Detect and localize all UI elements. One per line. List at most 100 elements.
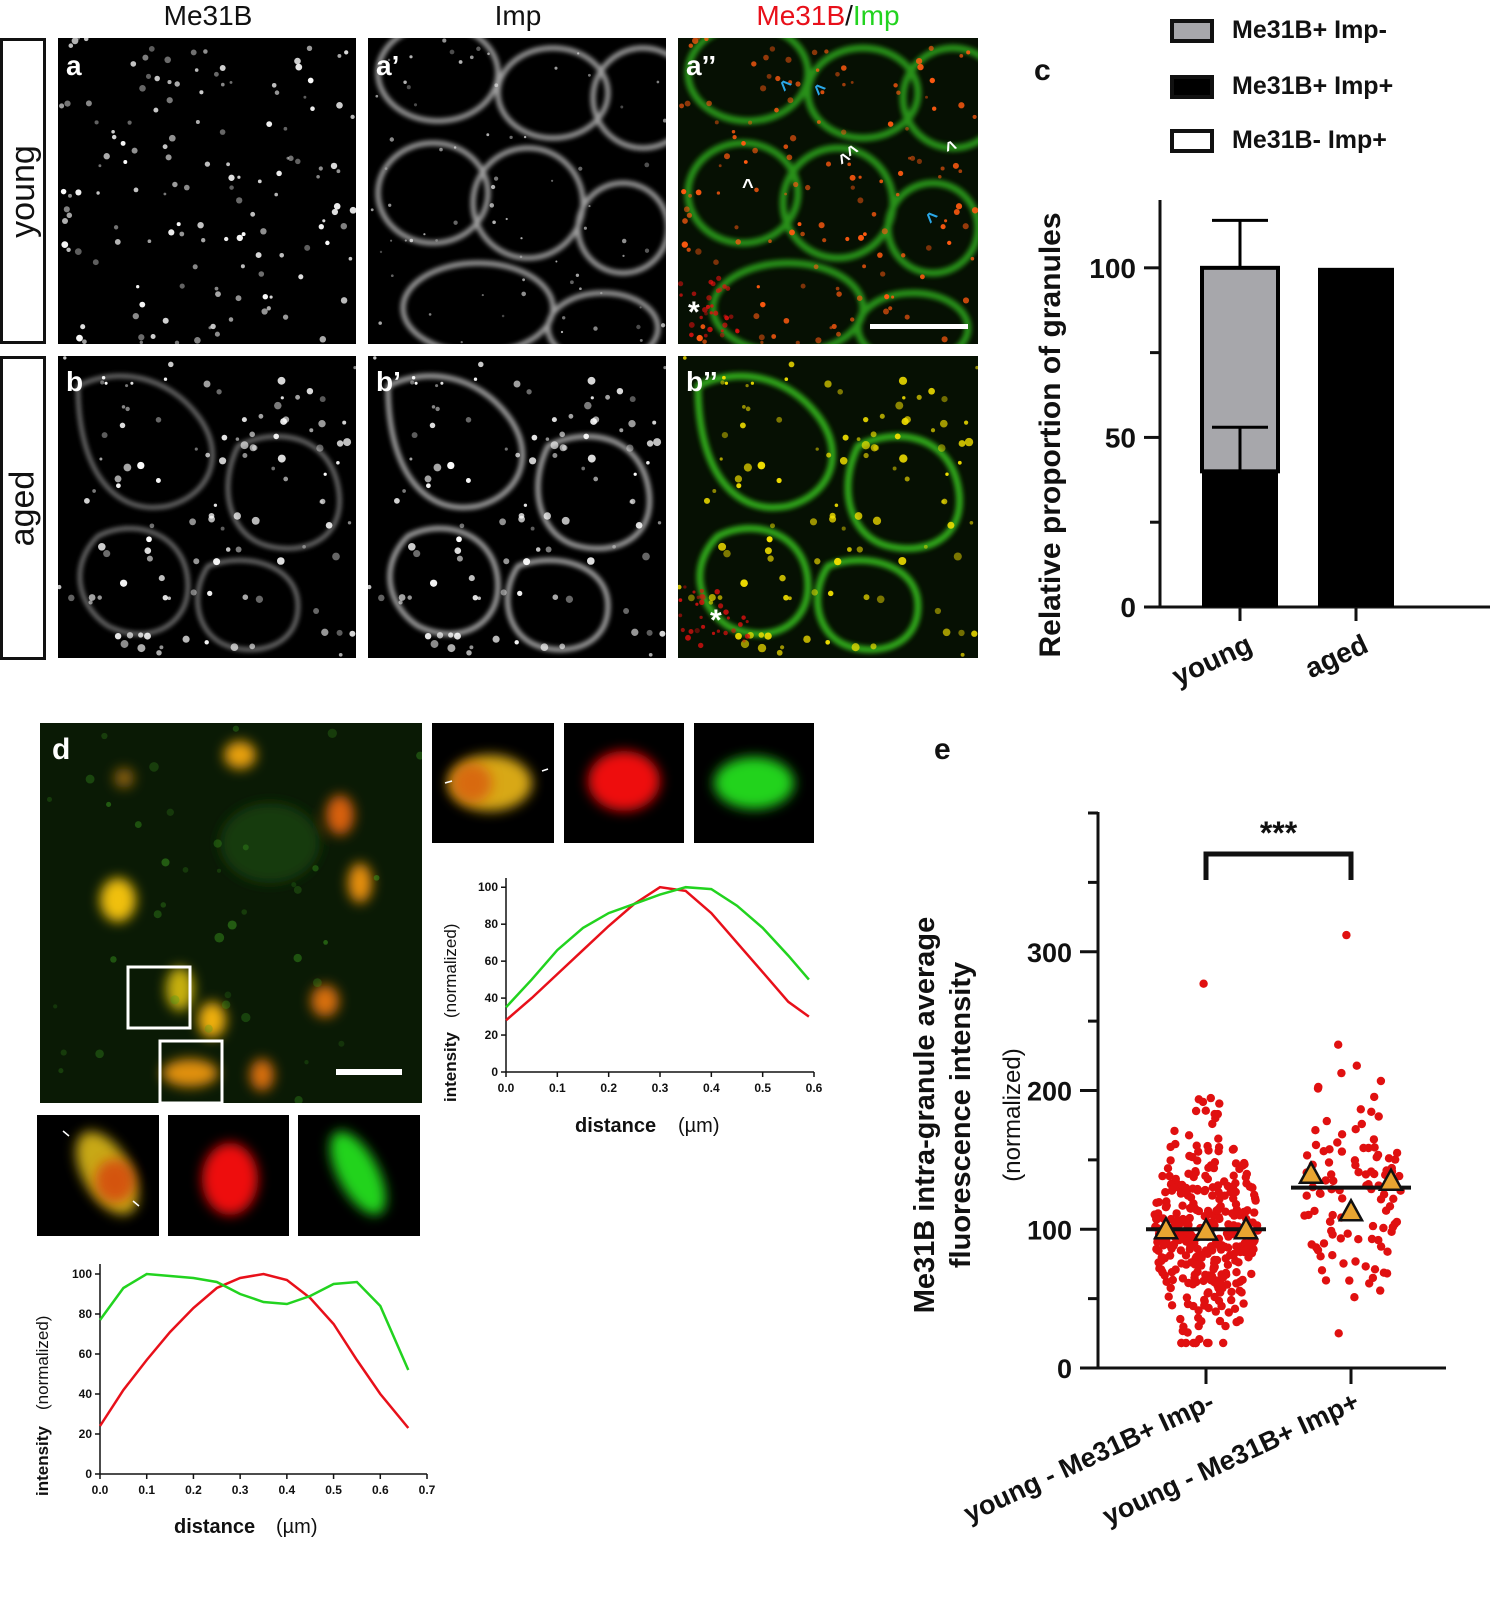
asterisk-marker: * bbox=[688, 296, 700, 329]
data-point bbox=[1183, 1328, 1192, 1337]
data-point bbox=[1188, 1280, 1198, 1289]
granule-dot bbox=[500, 589, 507, 596]
granule-dot bbox=[703, 333, 708, 338]
granule-dot bbox=[228, 174, 235, 181]
granule-dot bbox=[834, 503, 839, 508]
x-tick-label: 0.1 bbox=[138, 1483, 155, 1497]
data-point bbox=[1203, 1289, 1212, 1298]
data-point bbox=[1204, 1338, 1213, 1348]
granule-dot bbox=[958, 629, 965, 637]
granule-dot bbox=[590, 396, 594, 400]
granule-dot bbox=[176, 222, 181, 227]
granule-dot bbox=[261, 308, 268, 315]
granule-dot bbox=[509, 135, 513, 140]
granule-dot bbox=[295, 158, 301, 165]
data-point bbox=[1370, 1169, 1379, 1179]
granule-dot bbox=[207, 590, 213, 597]
granule-dot bbox=[413, 103, 418, 107]
granule-dot bbox=[578, 166, 583, 171]
series-line-Me31B bbox=[98, 1272, 410, 1429]
granule-dot bbox=[111, 134, 117, 140]
x-tick-label: 0.6 bbox=[372, 1483, 389, 1497]
panel-label-b: b bbox=[66, 366, 84, 397]
granule-dot bbox=[871, 211, 877, 217]
granule-dot bbox=[713, 259, 719, 265]
granule-dot bbox=[429, 422, 436, 429]
granule-dot bbox=[293, 885, 302, 894]
granule-dot bbox=[776, 649, 783, 656]
granule-dot bbox=[428, 313, 432, 316]
chart-e-ylabel: Me31B intra-granule average fluorescence … bbox=[909, 917, 977, 1313]
granule-dot bbox=[283, 476, 289, 482]
granule-dot bbox=[743, 160, 748, 164]
granule-dot bbox=[895, 401, 904, 410]
data-point bbox=[1368, 1221, 1378, 1231]
granule-dot bbox=[145, 73, 152, 79]
data-point bbox=[1314, 1082, 1323, 1092]
granule-dot bbox=[972, 114, 977, 119]
granule-dot bbox=[969, 520, 974, 525]
granule-dot bbox=[656, 80, 660, 84]
granule-dot bbox=[130, 381, 134, 385]
legend-swatch bbox=[1170, 74, 1214, 99]
granule-dot bbox=[964, 437, 974, 447]
granule-dot bbox=[706, 295, 712, 301]
granule-dot bbox=[785, 56, 792, 63]
data-point bbox=[1337, 1147, 1347, 1156]
granule-dot bbox=[144, 547, 152, 555]
data-point bbox=[1351, 1161, 1360, 1170]
granule-dot bbox=[440, 381, 444, 385]
granule-dot bbox=[136, 285, 140, 289]
granule-dot bbox=[758, 632, 765, 638]
granule-dot bbox=[213, 839, 222, 848]
granule-dot bbox=[165, 154, 172, 161]
granule-dot bbox=[155, 478, 161, 483]
data-point bbox=[1230, 1304, 1240, 1313]
granule-dot bbox=[426, 483, 431, 489]
granule-dot bbox=[156, 650, 162, 656]
granule-dot bbox=[146, 555, 153, 562]
granule-dot bbox=[825, 161, 832, 167]
granule-dot bbox=[842, 434, 849, 441]
granule-dot bbox=[125, 384, 129, 388]
granule-dot bbox=[959, 54, 964, 58]
panel-label-e: e bbox=[934, 733, 951, 766]
granule-dot bbox=[735, 239, 741, 245]
crop-red-bottom bbox=[168, 1115, 289, 1236]
granule-dot bbox=[953, 552, 962, 561]
granule-dot bbox=[416, 751, 422, 760]
granule-dot bbox=[561, 516, 570, 525]
granule-dot bbox=[447, 461, 455, 470]
granule-dot bbox=[679, 293, 683, 297]
data-point bbox=[1204, 1303, 1213, 1313]
granule-dot bbox=[353, 365, 356, 370]
row-label-young: young bbox=[0, 38, 46, 344]
data-point bbox=[1189, 1301, 1198, 1311]
granule-dot bbox=[793, 181, 799, 188]
data-point bbox=[1199, 1276, 1208, 1286]
granule-dot bbox=[513, 380, 521, 388]
granule-dot bbox=[368, 584, 372, 590]
granule-dot bbox=[809, 518, 818, 526]
granule-dot bbox=[134, 821, 142, 829]
chart-d-top-plot: 0 20 40 60 80 100 0.0 0.1 0.2 0.3 0.4 0.5 0.6 bbox=[478, 878, 823, 1095]
granule-dot bbox=[731, 130, 736, 134]
panel-label-d: d bbox=[52, 733, 71, 766]
granule-dot bbox=[60, 188, 67, 195]
granule-dot bbox=[103, 550, 111, 558]
granule-dot bbox=[236, 197, 243, 204]
granule-dot bbox=[685, 634, 691, 641]
granule-dot bbox=[679, 103, 685, 109]
granule-dot bbox=[159, 645, 164, 650]
granule-dot bbox=[958, 169, 963, 174]
granule-dot bbox=[214, 932, 225, 943]
data-point bbox=[1169, 1183, 1179, 1193]
granule-dot bbox=[240, 264, 245, 269]
granule-dot bbox=[722, 284, 727, 289]
data-point bbox=[1243, 1206, 1252, 1215]
granule-dot bbox=[789, 229, 795, 236]
micro-d-main bbox=[40, 723, 422, 1103]
granule-dot bbox=[531, 434, 538, 441]
data-point bbox=[1166, 1156, 1175, 1165]
granule-dot bbox=[453, 146, 457, 149]
